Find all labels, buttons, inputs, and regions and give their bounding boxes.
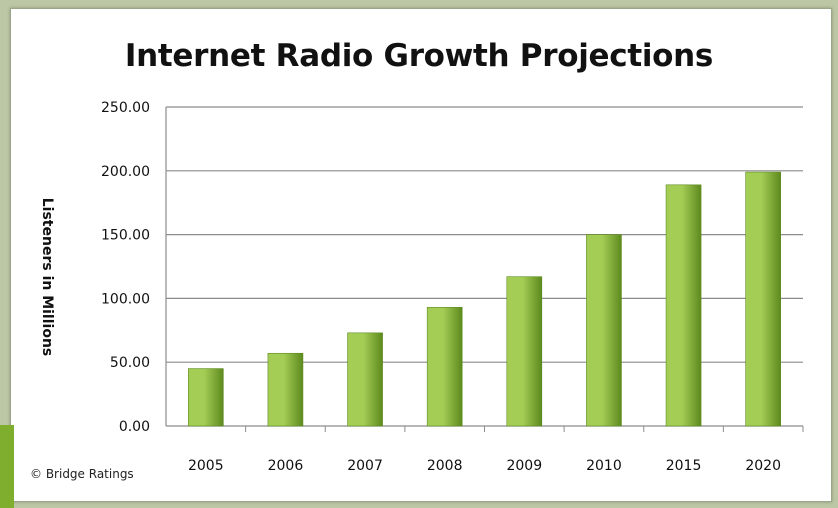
left-accent-bar [0, 425, 14, 508]
bar-2010 [586, 234, 622, 427]
credit-text: © Bridge Ratings [30, 467, 134, 481]
y-tick-labels: 0.00 50.00 100.00 150.00 200.00 250.00 [101, 100, 150, 435]
grid-lines [165, 106, 804, 432]
y-tick-label: 250.00 [101, 100, 150, 116]
bars [188, 171, 781, 427]
y-tick-label: 50.00 [110, 355, 150, 371]
x-tick-label: 2007 [347, 458, 383, 474]
x-tick-label: 2005 [188, 458, 224, 474]
y-tick-label: 100.00 [101, 291, 150, 307]
x-tick-label: 2020 [745, 458, 781, 474]
chart-title: Internet Radio Growth Projections [124, 38, 714, 74]
bar-2005 [188, 368, 224, 427]
bar-2007 [347, 332, 383, 427]
x-tick-labels: 2005 2006 2007 2008 2009 2010 2015 2020 [188, 458, 781, 474]
x-tick-label: 2006 [268, 458, 304, 474]
x-tick-label: 2008 [427, 458, 463, 474]
x-tick-label: 2010 [586, 458, 622, 474]
y-tick-label: 0.00 [119, 419, 150, 435]
y-tick-label: 200.00 [101, 164, 150, 180]
bar-2008 [426, 307, 463, 427]
bar-2015 [665, 184, 702, 427]
y-tick-label: 150.00 [101, 228, 150, 244]
bar-2006 [267, 352, 304, 427]
bar-2009 [506, 276, 543, 427]
x-tick-label: 2009 [506, 458, 542, 474]
x-tick-label: 2015 [666, 458, 702, 474]
bar-2020 [745, 171, 781, 427]
